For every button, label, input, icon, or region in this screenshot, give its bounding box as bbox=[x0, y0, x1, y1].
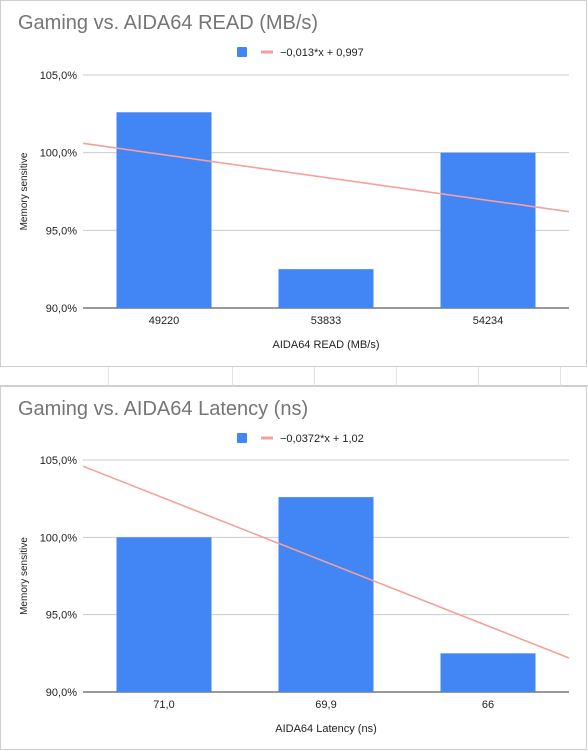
y-tick-label: 95,0% bbox=[46, 610, 77, 622]
grid-divider bbox=[108, 367, 109, 386]
bar bbox=[440, 152, 536, 308]
chart-panel-read[interactable]: Gaming vs. AIDA64 READ (MB/s) −0,013*x +… bbox=[0, 0, 587, 367]
x-axis-title: AIDA64 READ (MB/s) bbox=[273, 339, 380, 351]
grid-divider bbox=[560, 367, 561, 386]
y-tick-label: 100,0% bbox=[40, 532, 78, 544]
y-axis-title: Memory sensitive bbox=[19, 152, 30, 230]
read-bar-chart: −0,013*x + 0,997 90,0% 95,0% 100,0% 105,0% 49… bbox=[19, 47, 570, 351]
x-tick-label: 69,9 bbox=[315, 699, 336, 711]
y-tick-label: 105,0% bbox=[40, 455, 78, 467]
bar bbox=[116, 537, 212, 692]
legend-trendline-label: −0,013*x + 0,997 bbox=[280, 47, 364, 59]
x-tick-label: 66 bbox=[482, 699, 494, 711]
bar bbox=[116, 112, 212, 308]
x-axis-title: AIDA64 Latency (ns) bbox=[275, 723, 377, 735]
x-tick-label: 54234 bbox=[473, 315, 504, 327]
legend-trendline-label: −0,0372*x + 1,02 bbox=[280, 433, 364, 445]
x-tick-label: 49220 bbox=[149, 315, 180, 327]
grid-divider bbox=[396, 367, 397, 386]
grid-divider bbox=[232, 367, 233, 386]
y-tick-label: 90,0% bbox=[46, 687, 77, 699]
y-axis-title: Memory sensitive bbox=[19, 537, 30, 615]
x-tick-label: 53833 bbox=[311, 315, 342, 327]
bar bbox=[440, 653, 536, 692]
chart-title: Gaming vs. AIDA64 READ (MB/s) bbox=[18, 12, 319, 34]
spreadsheet-gridlines bbox=[0, 367, 588, 386]
y-tick-label: 100,0% bbox=[40, 148, 78, 160]
y-tick-label: 105,0% bbox=[40, 70, 78, 82]
y-tick-label: 95,0% bbox=[46, 225, 77, 237]
trendline bbox=[82, 142, 570, 213]
latency-bar-chart: −0,0372*x + 1,02 90,0% 95,0% 100,0% 105,0% 71… bbox=[19, 433, 570, 735]
grid-divider bbox=[314, 367, 315, 386]
legend-swatch-bars bbox=[237, 433, 247, 443]
grid-divider bbox=[478, 367, 479, 386]
trendline bbox=[82, 465, 570, 659]
y-tick-label: 90,0% bbox=[46, 303, 77, 315]
x-tick-label: 71,0 bbox=[153, 699, 174, 711]
legend-swatch-bars bbox=[237, 47, 247, 57]
bar bbox=[278, 497, 374, 692]
bar bbox=[278, 269, 374, 308]
chart-title: Gaming vs. AIDA64 Latency (ns) bbox=[18, 398, 309, 420]
chart-panel-latency[interactable]: Gaming vs. AIDA64 Latency (ns) −0,0372*x… bbox=[0, 386, 587, 750]
